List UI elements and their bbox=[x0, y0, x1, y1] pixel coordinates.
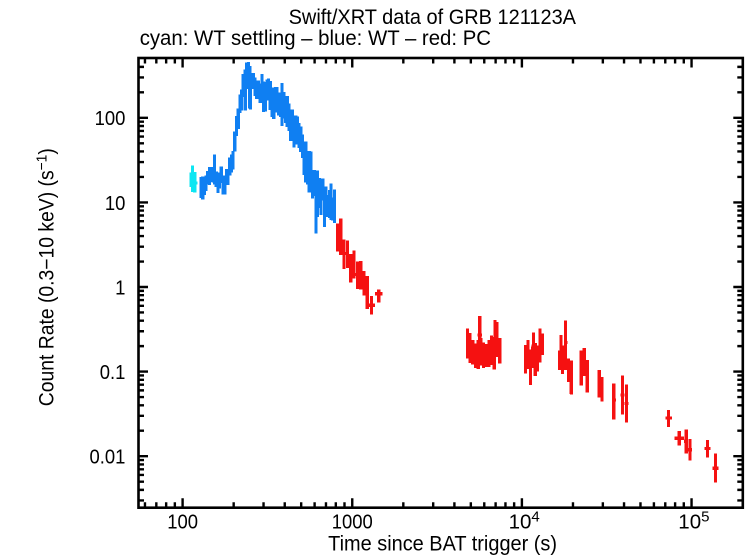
svg-text:100: 100 bbox=[167, 511, 198, 534]
svg-text:0.1: 0.1 bbox=[100, 361, 126, 384]
svg-text:Swift/XRT data of GRB 121123A: Swift/XRT data of GRB 121123A bbox=[289, 6, 576, 29]
svg-text:100: 100 bbox=[95, 107, 126, 130]
svg-text:Time since BAT trigger (s): Time since BAT trigger (s) bbox=[328, 533, 557, 556]
svg-text:0.01: 0.01 bbox=[90, 446, 126, 469]
svg-text:cyan: WT settling – blue: WT –: cyan: WT settling – blue: WT – red: PC bbox=[140, 27, 491, 50]
svg-text:105: 105 bbox=[678, 509, 709, 534]
svg-text:1000: 1000 bbox=[332, 511, 373, 534]
svg-text:Count Rate (0.3−10 keV) (s−1): Count Rate (0.3−10 keV) (s−1) bbox=[34, 148, 59, 406]
svg-text:1: 1 bbox=[115, 276, 125, 299]
svg-text:10: 10 bbox=[105, 192, 126, 215]
